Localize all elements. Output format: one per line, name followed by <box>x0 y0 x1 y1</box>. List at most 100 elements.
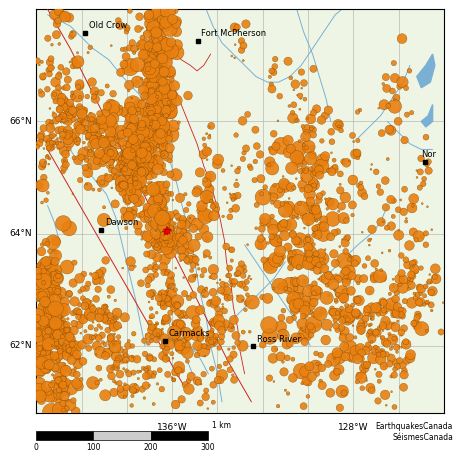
Point <box>128 264 135 272</box>
Point <box>156 97 163 104</box>
Point <box>305 216 312 223</box>
Point <box>172 369 179 376</box>
Point <box>193 189 200 196</box>
Point <box>161 151 168 158</box>
Point <box>298 204 305 212</box>
Point <box>335 366 342 373</box>
Point <box>107 128 114 135</box>
Point <box>188 275 196 282</box>
Point <box>159 196 166 204</box>
Point <box>130 126 137 134</box>
Point <box>48 278 55 285</box>
Point <box>303 129 310 136</box>
Point <box>155 30 162 37</box>
Point <box>125 141 132 148</box>
Point <box>212 297 220 305</box>
Point <box>47 307 54 314</box>
Point <box>90 115 97 122</box>
Point <box>146 160 153 167</box>
Point <box>162 235 169 242</box>
Point <box>38 131 45 139</box>
Point <box>95 335 102 342</box>
Point <box>305 243 312 251</box>
Point <box>129 342 136 350</box>
Point <box>367 315 375 323</box>
Point <box>203 130 210 137</box>
Point <box>287 145 294 152</box>
Point <box>151 265 159 273</box>
Point <box>63 68 70 75</box>
Point <box>167 225 174 232</box>
Point <box>104 151 111 159</box>
Point <box>128 162 135 169</box>
Point <box>280 211 288 218</box>
Point <box>280 220 288 227</box>
Point <box>177 311 184 318</box>
Point <box>146 143 153 151</box>
Point <box>149 295 156 302</box>
Point <box>150 372 157 380</box>
Point <box>60 382 67 389</box>
Point <box>124 129 131 136</box>
Point <box>44 85 51 93</box>
Point <box>170 305 178 312</box>
Point <box>146 65 153 73</box>
Point <box>113 364 120 372</box>
Point <box>107 158 115 166</box>
Point <box>289 232 297 239</box>
Point <box>34 343 41 351</box>
Point <box>142 157 149 165</box>
Point <box>153 29 160 36</box>
Point <box>155 65 163 73</box>
Point <box>163 107 170 114</box>
Point <box>61 384 68 392</box>
Point <box>376 378 383 385</box>
Point <box>53 92 60 99</box>
Point <box>157 130 164 137</box>
Point <box>259 341 266 348</box>
Point <box>216 363 223 370</box>
Point <box>114 322 121 329</box>
Point <box>124 174 131 181</box>
Point <box>259 218 266 226</box>
Point <box>137 163 145 171</box>
Point <box>399 284 406 291</box>
Point <box>230 316 237 324</box>
Point <box>159 325 166 333</box>
Point <box>135 212 143 219</box>
Point <box>148 251 155 258</box>
Point <box>156 290 164 297</box>
Point <box>68 132 76 140</box>
Point <box>340 214 347 222</box>
Point <box>105 293 112 300</box>
Point <box>203 195 211 202</box>
Point <box>100 123 107 130</box>
Point <box>43 351 50 358</box>
Point <box>159 230 167 238</box>
Point <box>129 107 136 114</box>
Point <box>53 308 61 315</box>
Point <box>73 351 81 358</box>
Point <box>208 365 216 372</box>
Point <box>161 229 168 236</box>
Point <box>293 279 300 286</box>
Point <box>61 328 68 336</box>
Point <box>48 133 55 140</box>
Point <box>140 337 148 344</box>
Point <box>310 226 317 234</box>
Point <box>130 385 138 392</box>
Point <box>231 41 239 48</box>
Point <box>142 153 149 160</box>
Point <box>158 6 165 13</box>
Point <box>45 141 53 149</box>
Point <box>319 190 327 197</box>
Point <box>124 199 131 206</box>
Point <box>55 17 62 24</box>
Point <box>63 342 71 350</box>
Point <box>304 334 312 341</box>
Point <box>239 342 246 349</box>
Point <box>90 136 97 143</box>
Point <box>164 355 172 363</box>
Point <box>63 128 70 135</box>
Point <box>77 154 85 161</box>
